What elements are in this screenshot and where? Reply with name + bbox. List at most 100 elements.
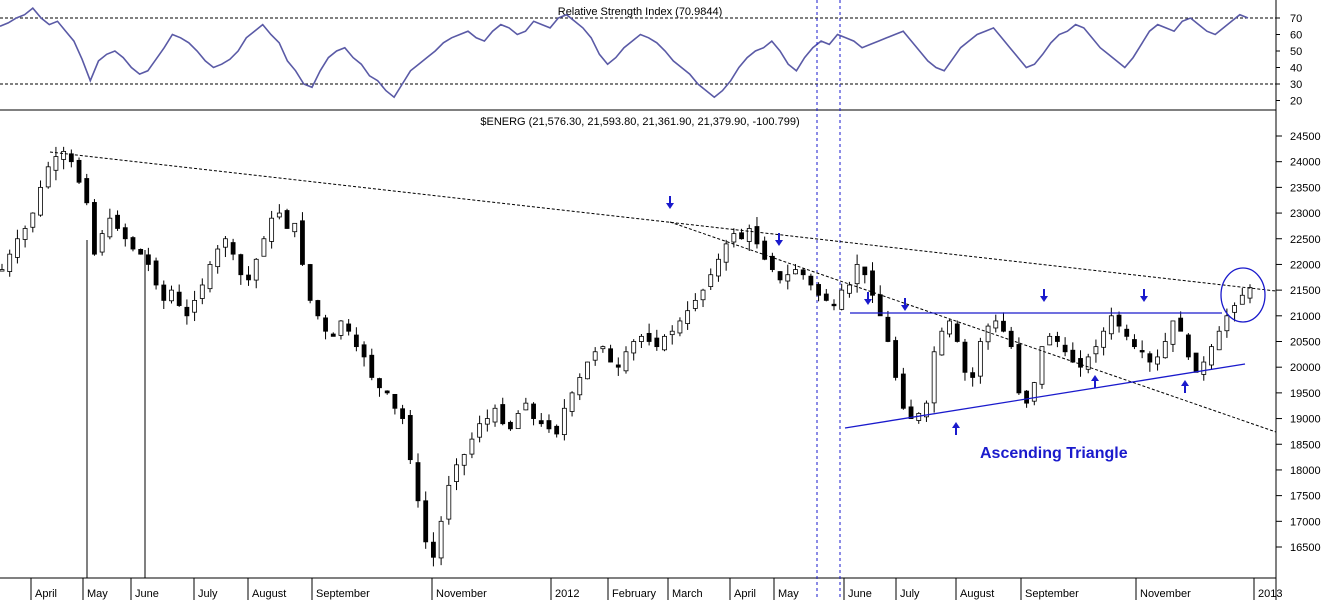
candle-body — [153, 260, 159, 286]
x-tick-label: May — [87, 588, 108, 600]
candle-body — [908, 406, 914, 419]
price-tick-label: 22500 — [1290, 234, 1321, 246]
long-term-resistance-line — [49, 151, 1277, 292]
candle-body — [392, 393, 398, 409]
candle-body — [300, 220, 305, 265]
rsi-tick-label: 40 — [1290, 63, 1302, 75]
rsi-tick-label: 60 — [1290, 30, 1302, 42]
candle-body — [746, 228, 752, 242]
candle-body — [346, 323, 352, 332]
price-tick-label: 17500 — [1290, 491, 1321, 503]
candle-body — [1108, 315, 1114, 335]
candle-body — [276, 212, 282, 218]
down-arrow-head-icon — [1040, 296, 1048, 302]
price-tick-label: 20000 — [1290, 362, 1321, 374]
candle-body — [1139, 350, 1145, 353]
candle-body — [438, 520, 444, 559]
candle-body — [61, 151, 67, 160]
candle-body — [1047, 335, 1053, 346]
candle-body — [816, 284, 821, 296]
candle-body — [199, 284, 205, 299]
x-tick-label: September — [1025, 588, 1079, 600]
candle-body — [492, 407, 498, 423]
candle-body — [723, 243, 729, 263]
candle-body — [800, 269, 806, 276]
candle-body — [862, 266, 868, 276]
candle-body — [7, 253, 13, 272]
candle-body — [361, 344, 367, 358]
candle-body — [1124, 328, 1130, 337]
x-tick-label: June — [135, 588, 159, 600]
candle-body — [569, 392, 575, 412]
candle-body — [716, 258, 721, 277]
candle-body — [1201, 361, 1207, 375]
candle-body — [384, 390, 390, 394]
price-tick-label: 19500 — [1290, 388, 1321, 400]
price-tick-label: 18000 — [1290, 465, 1321, 477]
candle-body — [469, 438, 475, 455]
candle-body — [1093, 346, 1099, 355]
candle-body — [15, 238, 20, 258]
candle-body — [315, 300, 321, 317]
candle-body — [847, 284, 852, 294]
candle-body — [207, 264, 213, 290]
candle-body — [1001, 320, 1006, 332]
candle-body — [793, 269, 798, 275]
candle-body — [1016, 344, 1022, 394]
candle-body — [1193, 352, 1199, 373]
candle-body — [223, 238, 228, 248]
candle-body — [0, 269, 5, 272]
candle-body — [1039, 346, 1045, 385]
candle-body — [1008, 330, 1014, 348]
candle-body — [769, 255, 775, 270]
marker-arrows — [666, 196, 1189, 435]
candle-body — [477, 423, 483, 438]
x-tick-label: 2013 — [1258, 588, 1282, 600]
candle-body — [924, 402, 929, 418]
rsi-series-line — [0, 6, 1249, 99]
candle-body — [1024, 390, 1029, 404]
candle-body — [608, 348, 613, 363]
candle-body — [122, 227, 128, 240]
candle-body — [1247, 287, 1253, 299]
candle-body — [785, 274, 791, 282]
candle-body — [145, 254, 151, 265]
candle-body — [415, 462, 421, 502]
candle-body — [230, 242, 236, 255]
candle-body — [176, 291, 182, 306]
rsi-panel: Relative Strength Index (70.9844) 70 60 50… — [0, 0, 1302, 600]
price-tick-label: 24500 — [1290, 131, 1321, 143]
price-tick-label: 20500 — [1290, 337, 1321, 349]
candle-body — [900, 373, 906, 409]
candle-body — [1162, 341, 1168, 359]
pattern-label: Ascending Triangle — [980, 445, 1128, 462]
candle-body — [215, 248, 221, 268]
candle-body — [762, 240, 768, 260]
candle-body — [1224, 315, 1230, 332]
up-arrow-head-icon — [1091, 375, 1099, 381]
candle-body — [839, 289, 845, 310]
triangle-support-line — [844, 363, 1246, 429]
candle-body — [515, 413, 521, 430]
candle-body — [985, 325, 991, 343]
candle-body — [600, 346, 606, 350]
candle-body — [939, 330, 945, 356]
candle-body — [423, 500, 429, 543]
rsi-tick-label: 70 — [1290, 13, 1302, 25]
candle-body — [338, 320, 344, 336]
down-arrow-head-icon — [1140, 296, 1148, 302]
price-tick-label: 23500 — [1290, 182, 1321, 194]
x-tick-label: April — [35, 588, 57, 600]
down-arrow-head-icon — [666, 203, 674, 209]
candle-body — [623, 351, 629, 372]
candle-body — [700, 289, 706, 301]
x-tick-label: February — [612, 588, 657, 600]
candle-body — [554, 425, 560, 435]
down-arrow-head-icon — [901, 305, 909, 311]
candle-body — [107, 217, 113, 238]
candle-body — [993, 320, 999, 329]
x-tick-label: July — [198, 588, 218, 600]
x-tick-label: August — [252, 588, 286, 600]
rsi-tick-label: 50 — [1290, 46, 1302, 58]
